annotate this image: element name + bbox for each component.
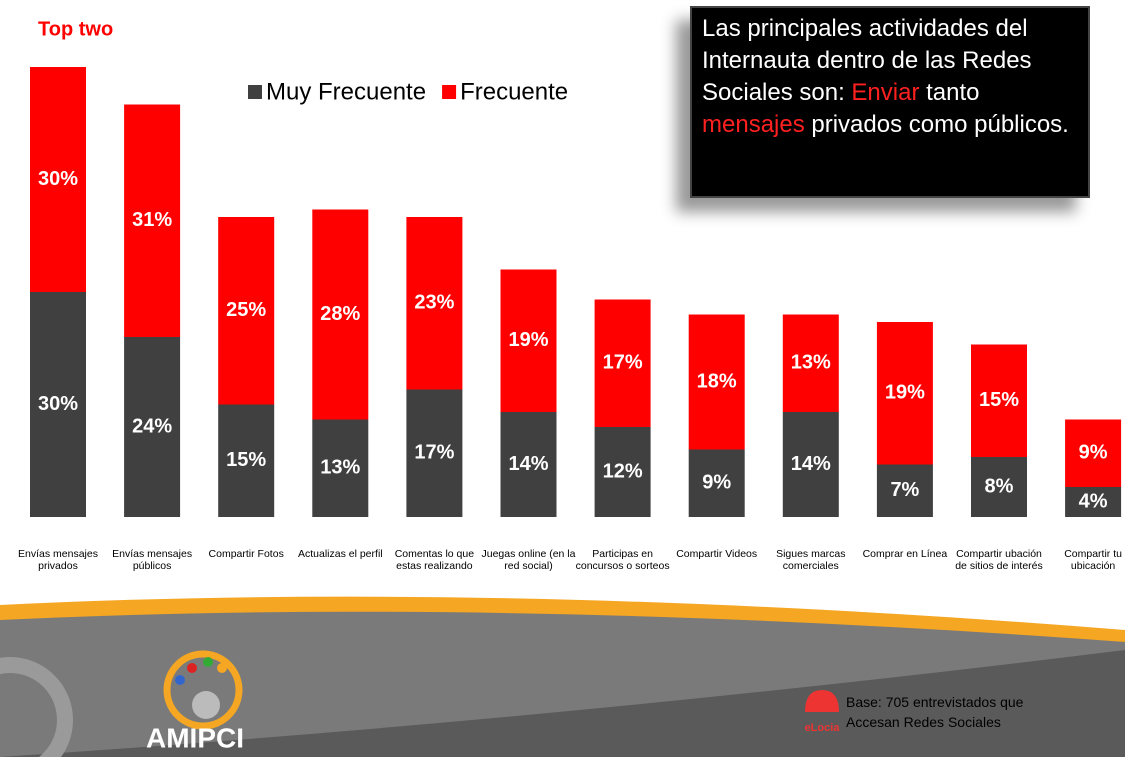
- bar-segment: [218, 404, 275, 517]
- x-tick-label: Sigues marcas comerciales: [776, 548, 846, 572]
- x-tick-label: Compartir ubación de sitios de interés: [955, 548, 1043, 572]
- data-label: 8%: [985, 475, 1014, 497]
- bar-segment: [594, 427, 651, 517]
- logo-dot: [175, 675, 185, 685]
- footer-wave: [0, 596, 1125, 642]
- bar-segment: [876, 322, 933, 465]
- elocia-icon: [805, 690, 839, 712]
- data-label: 13%: [791, 352, 831, 374]
- bar-segment: [312, 209, 369, 420]
- x-tick-label: Envías mensajes privados: [18, 548, 98, 572]
- bar-segment: [688, 314, 745, 450]
- data-label: 24%: [132, 415, 172, 437]
- data-label: 23%: [414, 292, 454, 314]
- callout-text: Enviar: [851, 79, 920, 106]
- data-label: 7%: [890, 479, 919, 501]
- logo-dot: [203, 657, 213, 667]
- bar-segment: [30, 292, 86, 517]
- data-label: 15%: [979, 389, 1019, 411]
- callout-text: Las principales actividades del Internau…: [702, 15, 1032, 106]
- x-tick-label: Juegas online (en la red social): [481, 548, 576, 572]
- deco-ring: [0, 657, 73, 757]
- data-label: 25%: [226, 299, 266, 321]
- bar-segment: [782, 314, 839, 412]
- data-label: 9%: [702, 472, 731, 494]
- bar-segment: [406, 217, 463, 390]
- data-label: 17%: [414, 442, 454, 464]
- base-note: Base: 705 entrevistados que Accesan Rede…: [846, 694, 1024, 730]
- bar-segment: [971, 344, 1027, 457]
- logo-dot: [187, 663, 197, 673]
- bar-segment: [406, 389, 463, 517]
- data-label: 4%: [1079, 490, 1108, 512]
- logo-text: AMIPCI: [146, 722, 244, 753]
- legend-swatch: [442, 85, 457, 99]
- callout-text: privados como públicos.: [804, 111, 1069, 138]
- data-label: 30%: [38, 393, 78, 415]
- x-tick-label: Compartir tu ubicación: [1064, 548, 1122, 572]
- data-label: 15%: [226, 449, 266, 471]
- data-label: 13%: [320, 457, 360, 479]
- callout-text: mensajes: [702, 111, 805, 138]
- legend-swatch: [248, 85, 262, 99]
- data-label: 14%: [508, 453, 548, 475]
- data-label: 14%: [791, 453, 831, 475]
- x-tick-label: Compartir Videos: [676, 548, 758, 560]
- x-tick-label: Compartir Fotos: [208, 548, 284, 560]
- elocia-text: eLocia: [805, 722, 841, 734]
- data-label: 17%: [603, 352, 643, 374]
- data-label: 30%: [38, 168, 78, 190]
- bar-segment: [30, 67, 86, 292]
- bar-segment: [971, 457, 1027, 517]
- bar-segment: [500, 412, 557, 517]
- logo-ring: [163, 650, 243, 730]
- bar-segment: [1065, 419, 1122, 487]
- legend-label: Frecuente: [460, 78, 568, 105]
- data-label: 31%: [132, 209, 172, 231]
- callout: Las principales actividades del Internau…: [690, 6, 1090, 198]
- x-tick-label: Participas en concursos o sorteos: [575, 548, 670, 572]
- bar-segment: [124, 104, 181, 337]
- data-label: 28%: [320, 303, 360, 325]
- bar-segment: [312, 419, 369, 517]
- bar-segment: [124, 337, 181, 517]
- x-tick-label: Comprar en Línea: [862, 548, 948, 560]
- bar-segment: [1065, 487, 1122, 517]
- x-tick-label: Comentas lo que estas realizando: [394, 548, 475, 572]
- bar-segment: [688, 449, 745, 517]
- data-label: 18%: [697, 370, 737, 392]
- footer-shade: [0, 650, 1125, 757]
- chart-title: Top two: [38, 18, 113, 40]
- bar-segment: [594, 299, 651, 427]
- data-label: 12%: [603, 460, 643, 482]
- callout-text: tanto: [919, 79, 980, 106]
- logo-dot: [217, 663, 227, 673]
- x-tick-label: Envías mensajes públicos: [112, 548, 193, 572]
- data-label: 19%: [508, 329, 548, 351]
- bar-segment: [782, 412, 839, 517]
- bar-segment: [218, 217, 275, 405]
- logo-globe: [192, 691, 220, 719]
- x-tick-label: Actualizas el perfil: [297, 548, 383, 560]
- data-label: 19%: [885, 382, 925, 404]
- legend-label: Muy Frecuente: [266, 78, 426, 105]
- bar-segment: [500, 269, 557, 412]
- data-label: 9%: [1079, 442, 1108, 464]
- bar-segment: [876, 464, 933, 517]
